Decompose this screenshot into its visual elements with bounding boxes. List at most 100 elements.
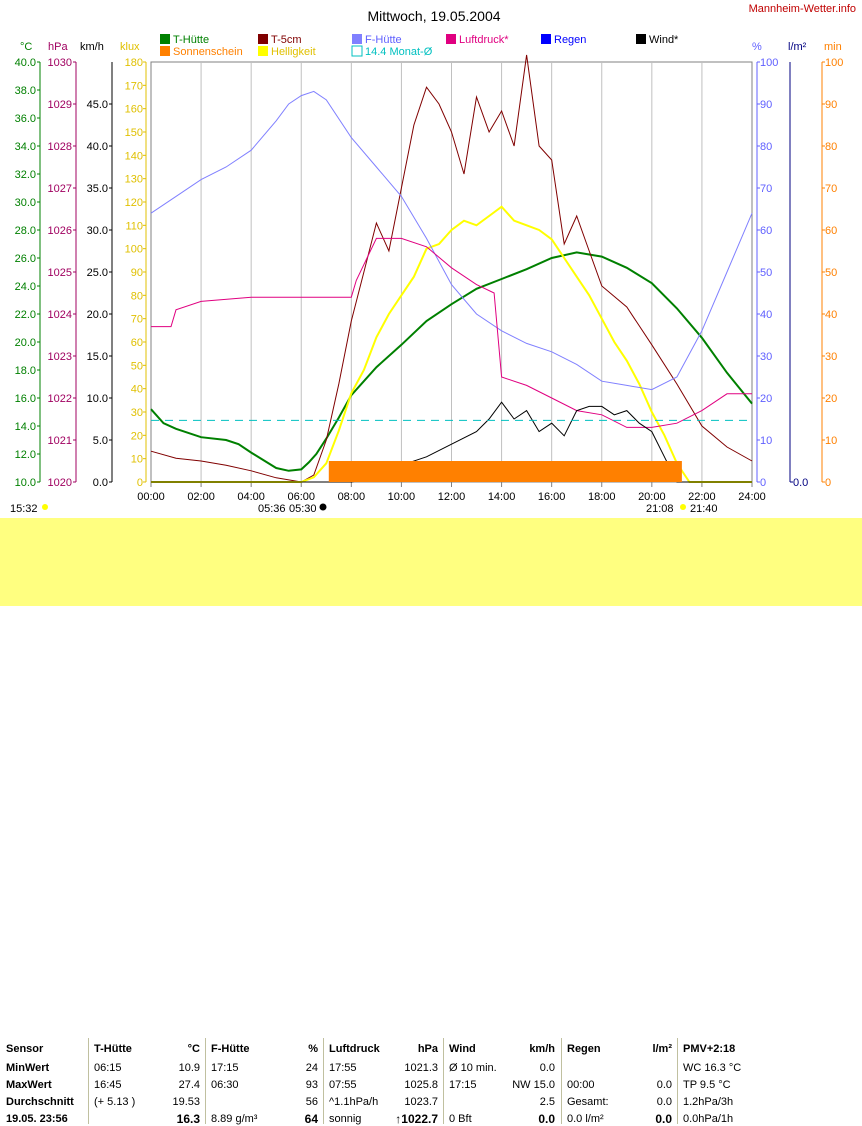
temp-tick-label: 26.0 <box>15 253 36 265</box>
stat-pmv: 0.0hPa/1h <box>683 1113 734 1125</box>
legend-label-luftdruck: Luftdruck* <box>459 34 509 46</box>
x-tick-label: 12:00 <box>438 491 466 503</box>
stat-t-time: 06:15 <box>94 1062 122 1074</box>
header-p-unit: hPa <box>417 1043 438 1055</box>
header-pmv: PMV+2:18 <box>683 1043 736 1055</box>
pressure-tick-label: 1028 <box>48 141 72 153</box>
stat-p-val: ↑1022.7 <box>395 1112 438 1126</box>
axis-unit-pressure: hPa <box>48 41 68 53</box>
header-w-unit: km/h <box>529 1043 555 1055</box>
stat-w-val: 2.5 <box>539 1096 555 1108</box>
lux-tick-label: 40 <box>131 384 143 396</box>
sun-tick-label: 60 <box>825 225 837 237</box>
event-sunrise-2: 05:30 <box>289 503 317 515</box>
stats-panel: Sensor T-Hütte °C F-Hütte % Luftdruck hP… <box>0 518 862 1126</box>
stat-pmv: TP 9.5 °C <box>683 1079 731 1091</box>
legend-swatch-luftdruck <box>446 34 456 44</box>
lux-tick-label: 60 <box>131 337 143 349</box>
legend-label-f-huette: F-Hütte <box>365 34 402 46</box>
temp-tick-label: 30.0 <box>15 197 36 209</box>
x-tick-label: 18:00 <box>588 491 616 503</box>
stat-t-val: 16.3 <box>176 1112 200 1126</box>
stat-f-val: 24 <box>305 1062 318 1074</box>
sun-tick-label: 80 <box>825 141 837 153</box>
lux-tick-label: 100 <box>125 244 143 256</box>
dawn-marker <box>42 504 48 510</box>
humidity-tick-label: 30 <box>760 351 772 363</box>
legend-swatch-wind <box>636 34 646 44</box>
header-sensor: Sensor <box>6 1043 44 1055</box>
sun-tick-label: 70 <box>825 183 837 195</box>
header-wind: Wind <box>449 1043 476 1055</box>
stat-label: Durchschnitt <box>6 1096 74 1108</box>
stat-p-val: 1021.3 <box>404 1062 438 1074</box>
lux-tick-label: 170 <box>125 80 143 92</box>
axis-unit-humidity: % <box>752 41 762 53</box>
header-f-huette: F-Hütte <box>211 1043 250 1055</box>
x-axis: 00:00 02:00 04:00 06:00 08:00 10:00 12:00 14:00… <box>137 482 766 503</box>
stat-t-val: 10.9 <box>178 1062 200 1074</box>
wind-tick-label: 5.0 <box>93 435 108 447</box>
series-helligkeit <box>151 205 752 483</box>
legend-swatch-helligkeit <box>258 46 268 56</box>
pressure-tick-label: 1020 <box>48 477 72 489</box>
chart-legend: T-Hütte Sonnenschein T-5cm Helligkeit F-… <box>160 34 679 58</box>
sun-tick-label: 0 <box>825 477 831 489</box>
legend-swatch-f-huette <box>352 34 362 44</box>
pressure-tick-label: 1030 <box>48 57 72 69</box>
chart-title: Mittwoch, 19.05.2004 <box>367 8 500 24</box>
stat-w-val: 0.0 <box>538 1112 555 1126</box>
sun-tick-label: 30 <box>825 351 837 363</box>
humidity-tick-label: 80 <box>760 141 772 153</box>
lux-tick-label: 80 <box>131 290 143 302</box>
stat-t-time: (+ 5.13 ) <box>94 1096 136 1108</box>
sunset-marker <box>680 504 686 510</box>
humidity-tick-label: 70 <box>760 183 772 195</box>
temp-tick-label: 22.0 <box>15 309 36 321</box>
temp-tick-label: 16.0 <box>15 393 36 405</box>
stat-pmv: 1.2hPa/3h <box>683 1096 734 1108</box>
x-tick-label: 00:00 <box>137 491 165 503</box>
stat-t-time: 16:45 <box>94 1079 122 1091</box>
stat-p-val: 1025.8 <box>404 1079 438 1091</box>
header-r-unit: l/m² <box>652 1043 672 1055</box>
sun-tick-label: 90 <box>825 99 837 111</box>
stat-p-val: 1023.7 <box>404 1096 438 1108</box>
series-luftdruck <box>151 237 752 428</box>
temp-tick-label: 40.0 <box>15 57 36 69</box>
humidity-tick-label: 90 <box>760 99 772 111</box>
axis-unit-rain: l/m² <box>788 41 807 53</box>
wind-tick-label: 10.0 <box>87 393 108 405</box>
legend-label-monat: 14.4 Monat-Ø <box>365 46 433 58</box>
temp-tick-label: 12.0 <box>15 449 36 461</box>
legend-label-t-huette: T-Hütte <box>173 34 209 46</box>
sun-tick-label: 40 <box>825 309 837 321</box>
weather-chart: Mittwoch, 19.05.2004 Mannheim-Wetter.inf… <box>10 3 856 515</box>
x-tick-label: 20:00 <box>638 491 666 503</box>
stat-r-val: 0.0 <box>656 1079 672 1091</box>
temp-tick-label: 34.0 <box>15 141 36 153</box>
humidity-tick-label: 20 <box>760 393 772 405</box>
header-f-unit: % <box>308 1043 318 1055</box>
lux-tick-label: 10 <box>131 454 143 466</box>
sun-tick-label: 100 <box>825 57 843 69</box>
stat-r-val: 0.0 <box>655 1112 672 1126</box>
x-tick-label: 16:00 <box>538 491 566 503</box>
event-sunrise: 05:36 <box>258 503 286 515</box>
x-tick-label: 02:00 <box>187 491 215 503</box>
legend-label-t-5cm: T-5cm <box>271 34 302 46</box>
x-tick-label: 06:00 <box>287 491 315 503</box>
pressure-tick-label: 1023 <box>48 351 72 363</box>
header-t-unit: °C <box>187 1043 200 1055</box>
axis-unit-temp: °C <box>20 41 32 53</box>
temp-tick-label: 18.0 <box>15 365 36 377</box>
wind-tick-label: 15.0 <box>87 351 108 363</box>
site-name[interactable]: Mannheim-Wetter.info <box>749 3 856 15</box>
humidity-tick-label: 0 <box>760 477 766 489</box>
pressure-tick-label: 1027 <box>48 183 72 195</box>
axis-unit-lux: klux <box>120 41 140 53</box>
humidity-tick-label: 50 <box>760 267 772 279</box>
lux-tick-label: 130 <box>125 174 143 186</box>
wind-tick-label: 30.0 <box>87 225 108 237</box>
